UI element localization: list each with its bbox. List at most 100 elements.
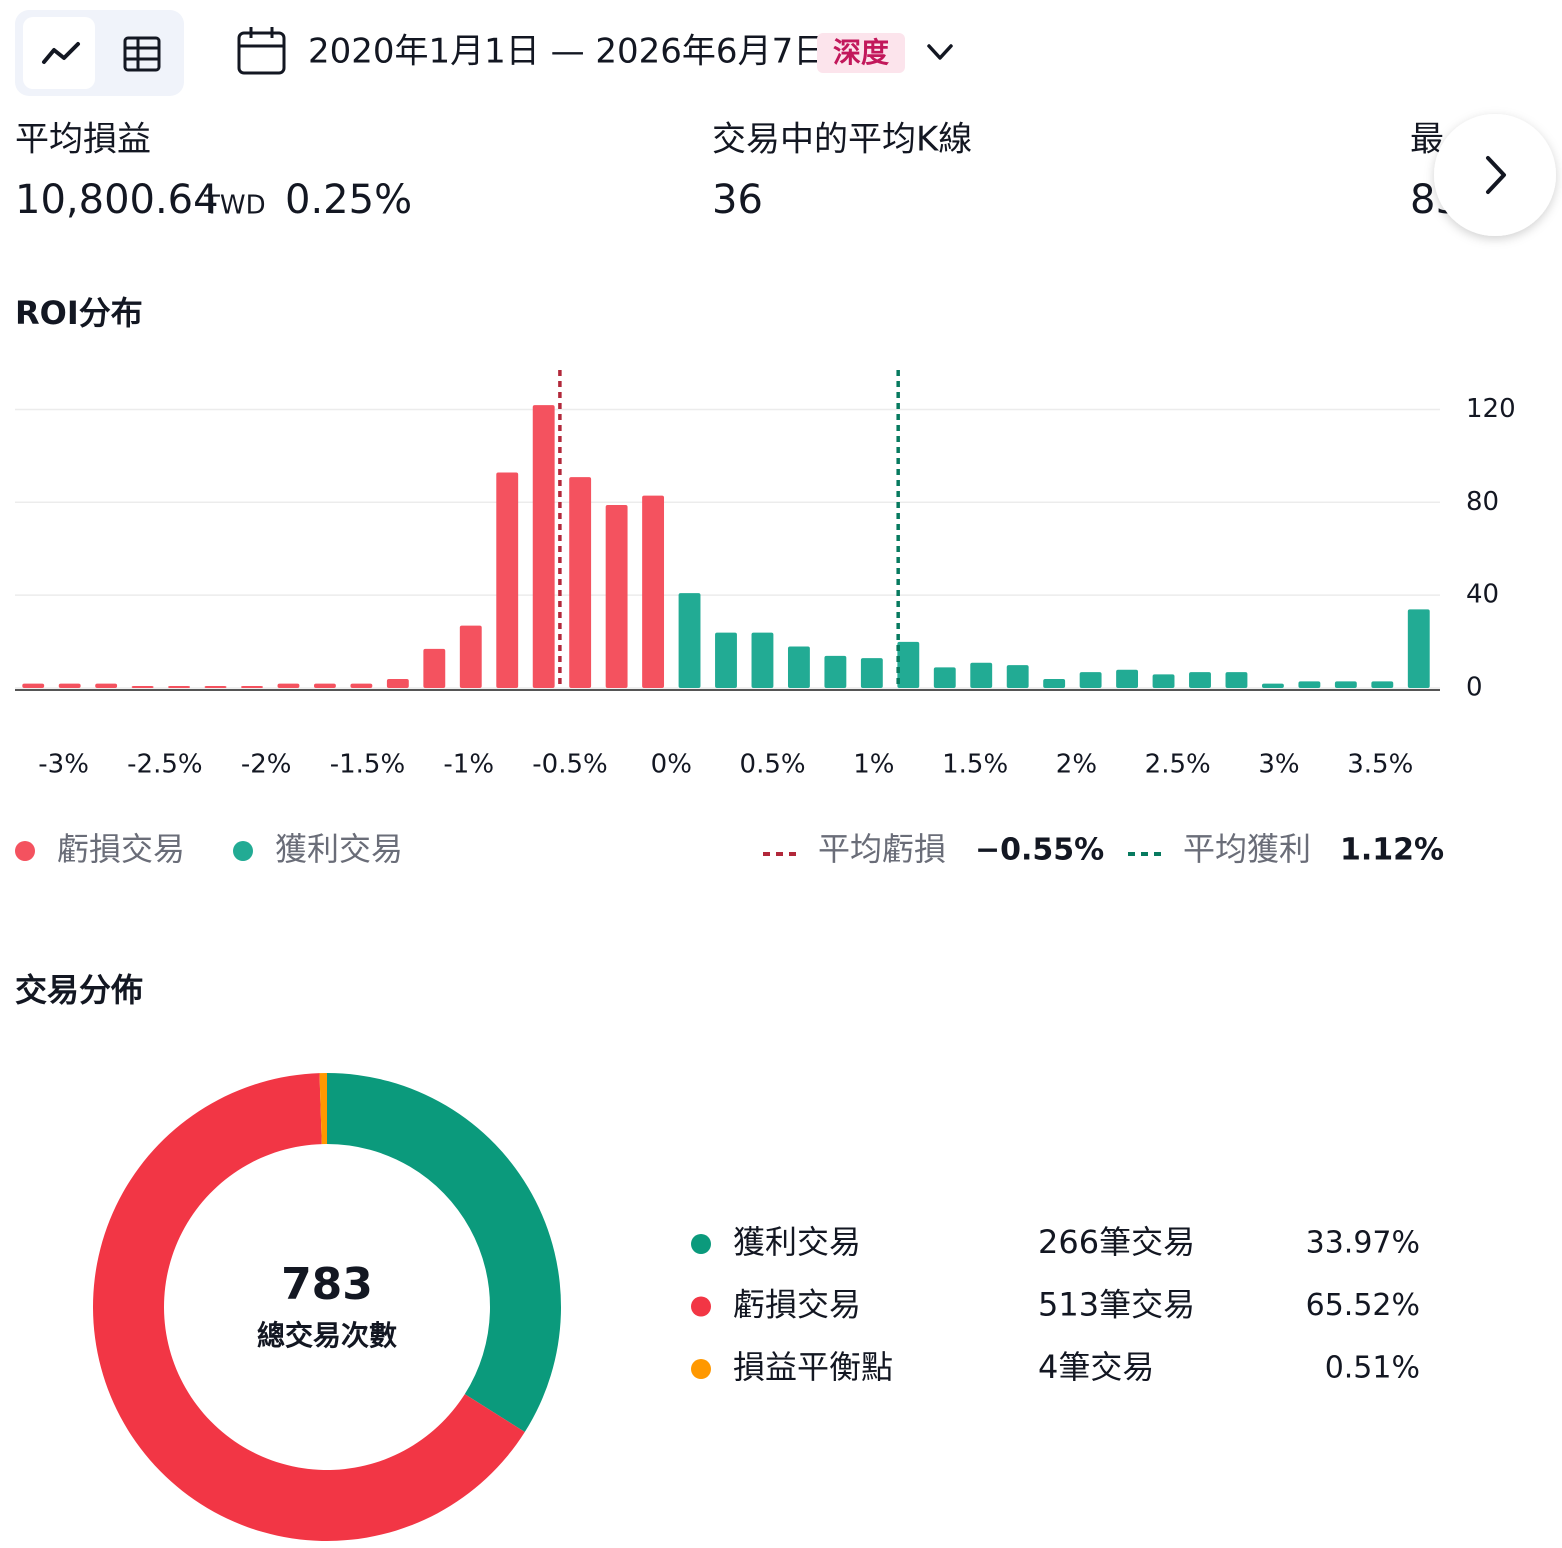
x-tick-label: 3% [1258,750,1299,780]
calendar-icon [237,27,286,75]
histogram-bar [970,662,993,688]
legend-count: 4筆交易 [1038,1348,1154,1386]
arrow-icon [1486,156,1506,194]
donut-total-label: 總交易次數 [257,1319,397,1352]
x-tick-label: -1% [443,750,494,780]
legend-count: 266筆交易 [1038,1223,1195,1261]
legend-label: 獲利交易 [275,830,403,868]
x-tick-label: 3.5% [1347,750,1413,780]
histogram-bar [1407,609,1430,688]
section-title: 交易分佈 [15,971,143,1009]
legend-dot [691,1359,711,1379]
x-tick-label: 1% [853,750,894,780]
legend-percent: 33.97% [1306,1226,1420,1261]
histogram-bar [605,504,628,688]
legend-label: 平均獲利 [1183,830,1311,868]
legend-dot [691,1234,711,1254]
histogram-bar [1261,683,1284,688]
histogram-bar [313,683,336,688]
x-tick-label: 0.5% [740,750,806,780]
legend-label: 損益平衡點 [733,1348,893,1386]
section-title: ROI分布 [15,294,143,332]
y-tick-label: 120 [1466,394,1516,424]
histogram-bar [277,683,300,688]
donut-total: 783 [281,1259,373,1310]
x-tick-label: 2.5% [1145,750,1211,780]
histogram-bar [1225,672,1248,688]
histogram-bar [569,477,592,688]
histogram-bar [1043,679,1066,688]
legend-percent: 65.52% [1306,1288,1420,1323]
stat-unit: TWD [203,191,266,221]
x-tick-label: -2% [241,750,292,780]
histogram-bar [58,683,81,688]
badge-bg [817,33,905,73]
histogram-bar [241,686,263,688]
histogram-bar [22,683,45,688]
x-tick-label: 1.5% [942,750,1008,780]
donut-segment [92,1073,525,1541]
legend-label: 虧損交易 [733,1286,861,1324]
histogram-bar [642,495,665,688]
stat-percent: 0.25% [285,177,412,223]
histogram-bar [496,472,519,688]
histogram-bar [678,593,701,688]
x-tick-label: -1.5% [330,750,405,780]
histogram-bar [1079,672,1102,688]
scroll-right-button[interactable] [1434,114,1556,236]
histogram-bar [824,655,847,688]
histogram-bar [1152,674,1175,688]
stat-value: 10,800.64 [15,177,219,223]
histogram-bar [933,667,956,688]
stat-label: 平均損益 [15,120,151,160]
histogram-bar [386,679,409,688]
legend-label: 平均虧損 [818,830,946,868]
x-tick-label: 2% [1056,750,1097,780]
donut-segment [319,1073,327,1145]
histogram-bar [131,686,154,688]
histogram-bar [350,683,373,688]
histogram-bar [459,625,482,688]
histogram-bar [95,683,118,688]
y-tick-label: 0 [1466,673,1483,703]
histogram-bar [204,686,227,688]
legend-value: −0.55% [975,833,1104,868]
legend-value: 1.12% [1340,833,1444,868]
histogram-bar [715,632,737,688]
histogram-bar [1334,681,1357,688]
table-view-button[interactable] [123,36,161,72]
x-tick-label: 0% [651,750,692,780]
line-icon [42,42,80,64]
histogram-bar [1189,672,1211,688]
y-tick-label: 40 [1466,580,1499,610]
legend-label: 虧損交易 [57,830,185,868]
histogram-bar [168,686,191,688]
legend-percent: 0.51% [1325,1351,1420,1386]
histogram-bar [1116,669,1139,688]
histogram-bar [423,648,446,688]
histogram-bar [532,405,555,688]
legend-label: 獲利交易 [733,1223,861,1261]
x-tick-label: -3% [38,750,89,780]
legend-dot [233,841,253,861]
donut-segment [327,1073,561,1433]
badge: 深度 [833,36,889,69]
legend-dot [691,1296,711,1317]
x-tick-label: -0.5% [532,750,607,780]
y-tick-label: 80 [1466,487,1499,517]
histogram-bar [1006,665,1029,688]
histogram-bar [751,632,774,688]
histogram-bar [1298,681,1321,688]
histogram-bar [860,658,883,688]
histogram-bar [897,641,920,688]
date-range[interactable]: 2020年1月1日 — 2026年6月7日 [308,32,827,72]
histogram-bar [787,646,810,688]
stat-value: 36 [712,177,763,223]
histogram-bar [1371,681,1394,688]
legend-dot [15,841,35,861]
dropdown-chevron[interactable] [927,44,953,60]
stat-label: 交易中的平均K線 [712,120,972,160]
x-tick-label: -2.5% [127,750,202,780]
legend-count: 513筆交易 [1038,1286,1195,1324]
